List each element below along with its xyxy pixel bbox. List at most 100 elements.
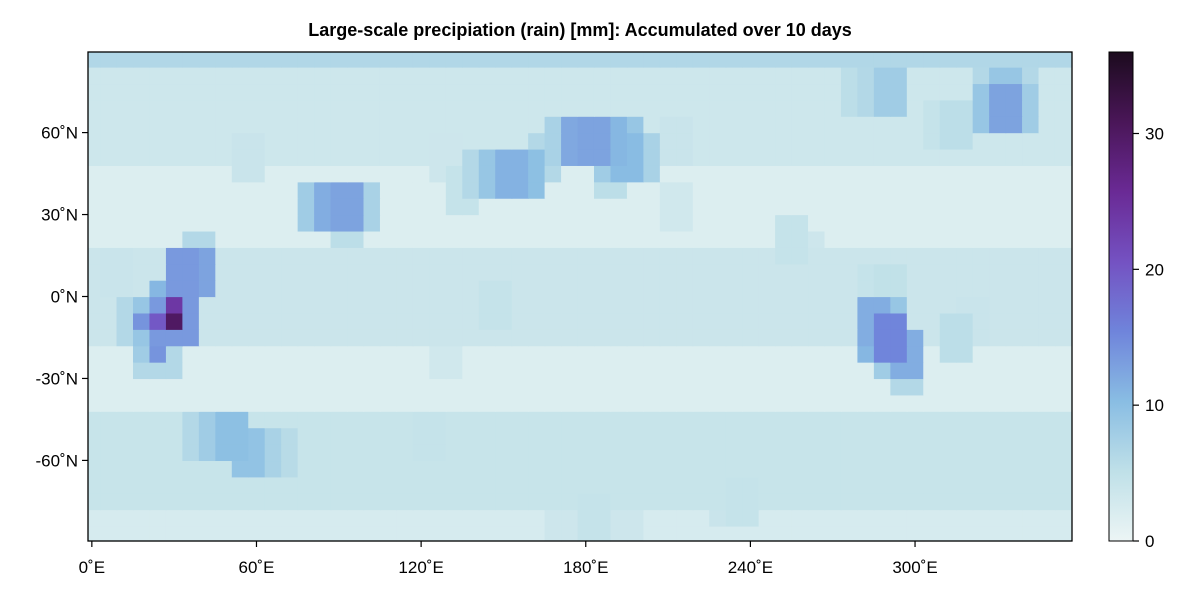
heatmap-cell — [1022, 345, 1040, 363]
heatmap-cell — [297, 181, 315, 199]
heatmap-cell — [989, 394, 1007, 412]
heatmap-cell — [116, 280, 134, 298]
heatmap-cell — [215, 509, 233, 527]
heatmap-cell — [478, 312, 496, 330]
heatmap-cell — [1005, 280, 1023, 298]
heatmap-cell — [528, 394, 546, 412]
heatmap-cell — [215, 329, 233, 347]
heatmap-cell — [1054, 99, 1073, 117]
heatmap-cell — [791, 444, 809, 462]
heatmap-cell — [989, 67, 1007, 85]
heatmap-cell — [231, 525, 249, 542]
heatmap-cell — [133, 411, 151, 429]
heatmap-cell — [758, 525, 776, 542]
heatmap-cell — [88, 312, 101, 330]
heatmap-cell — [133, 296, 151, 314]
heatmap-cell — [775, 296, 793, 314]
heatmap-cell — [544, 116, 562, 134]
chart-title: Large-scale precipiation (rain) [mm]: Ac… — [308, 20, 852, 40]
heatmap-cell — [544, 444, 562, 462]
heatmap-cell — [511, 181, 529, 199]
heatmap-cell — [116, 67, 134, 85]
heatmap-cell — [1038, 280, 1056, 298]
heatmap-cell — [972, 148, 990, 166]
heatmap-cell — [939, 460, 957, 478]
heatmap-cell — [462, 345, 480, 363]
heatmap-cell — [215, 493, 233, 511]
heatmap-cell — [972, 427, 990, 445]
heatmap-cell — [264, 230, 282, 248]
heatmap-cell — [890, 67, 908, 85]
heatmap-cell — [528, 312, 546, 330]
heatmap-cell — [643, 67, 661, 85]
heatmap-cell — [182, 525, 200, 542]
heatmap-cell — [165, 52, 183, 68]
heatmap-cell — [692, 476, 710, 494]
heatmap-cell — [742, 198, 760, 216]
heatmap-cell — [149, 52, 167, 68]
heatmap-cell — [791, 165, 809, 183]
heatmap-cell — [88, 214, 101, 232]
heatmap-cell — [149, 230, 167, 248]
heatmap-cell — [1022, 312, 1040, 330]
heatmap-cell — [824, 230, 842, 248]
heatmap-cell — [643, 394, 661, 412]
heatmap-cell — [906, 444, 924, 462]
heatmap-cell — [939, 99, 957, 117]
heatmap-cell — [923, 214, 941, 232]
heatmap-cell — [643, 525, 661, 542]
heatmap-cell — [692, 198, 710, 216]
heatmap-cell — [248, 493, 266, 511]
heatmap-cell — [561, 214, 579, 232]
heatmap-cell — [544, 509, 562, 527]
heatmap-cell — [314, 378, 332, 396]
heatmap-cell — [88, 460, 101, 478]
heatmap-cell — [577, 345, 595, 363]
heatmap-cell — [379, 148, 398, 166]
heatmap-cell — [890, 132, 908, 150]
heatmap-cell — [133, 214, 151, 232]
heatmap-cell — [528, 52, 546, 68]
heatmap-cell — [133, 525, 151, 542]
heatmap-cell — [577, 230, 595, 248]
heatmap-cell — [890, 247, 908, 265]
heatmap-cell — [659, 247, 677, 265]
heatmap-cell — [593, 296, 612, 314]
heatmap-cell — [149, 329, 167, 347]
heatmap-cell — [544, 427, 562, 445]
heatmap-cell — [165, 148, 183, 166]
heatmap-cell — [939, 247, 957, 265]
heatmap-cell — [906, 525, 924, 542]
heatmap-cell — [956, 394, 974, 412]
heatmap-cell — [873, 493, 891, 511]
heatmap-cell — [1005, 83, 1023, 101]
heatmap-cell — [824, 493, 842, 511]
heatmap-cell — [692, 493, 710, 511]
heatmap-cell — [610, 444, 628, 462]
heatmap-cell — [1054, 198, 1073, 216]
heatmap-cell — [165, 312, 183, 330]
heatmap-cell — [133, 67, 151, 85]
heatmap-cell — [659, 181, 677, 199]
heatmap-cell — [676, 460, 694, 478]
heatmap-cell — [873, 525, 891, 542]
heatmap-cell — [923, 296, 941, 314]
heatmap-cell — [709, 362, 727, 380]
heatmap-cell — [412, 148, 430, 166]
heatmap-cell — [100, 214, 118, 232]
heatmap-cell — [165, 247, 183, 265]
heatmap-cell — [445, 476, 463, 494]
heatmap-cell — [281, 198, 299, 216]
heatmap-cell — [330, 460, 348, 478]
heatmap-cell — [198, 132, 216, 150]
heatmap-cell — [1022, 214, 1040, 232]
heatmap-cell — [577, 362, 595, 380]
heatmap-cell — [462, 444, 480, 462]
heatmap-cell — [873, 52, 891, 68]
heatmap-cell — [775, 148, 793, 166]
heatmap-cell — [429, 116, 447, 134]
heatmap-cell — [857, 345, 875, 363]
heatmap-cell — [198, 230, 216, 248]
heatmap-cell — [248, 444, 266, 462]
heatmap-cell — [972, 525, 990, 542]
